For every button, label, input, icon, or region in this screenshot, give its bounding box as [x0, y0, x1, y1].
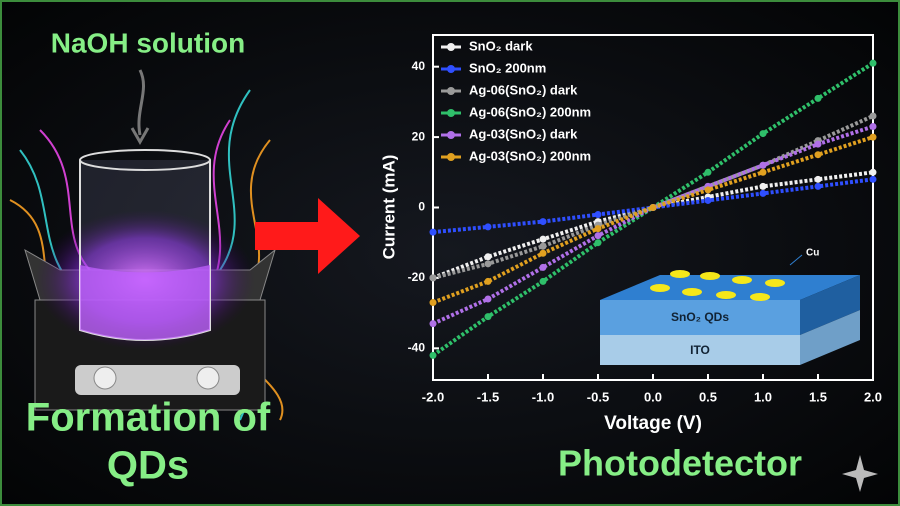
legend-marker — [447, 65, 455, 73]
x-tick-label: -1.5 — [477, 389, 499, 404]
x-tick-label: 0.5 — [699, 389, 717, 404]
bottom-label: Formation of — [26, 396, 271, 440]
marker — [484, 313, 492, 321]
marker — [539, 277, 547, 285]
marker — [484, 253, 492, 261]
legend-label: Ag-03(SnO₂) dark — [469, 126, 578, 141]
marker — [814, 140, 822, 148]
marker — [429, 351, 437, 359]
legend-marker — [447, 153, 455, 161]
x-tick-label: 1.0 — [754, 389, 772, 404]
marker — [759, 189, 767, 197]
marker — [704, 196, 712, 204]
inset-label: SnO₂ QDs — [671, 310, 729, 324]
x-tick-label: -2.0 — [422, 389, 444, 404]
beaker-illustration — [9, 69, 360, 421]
legend-label: Ag-03(SnO₂) 200nm — [469, 148, 591, 163]
x-tick-label: -0.5 — [587, 389, 609, 404]
inset-label: Cu — [806, 248, 819, 259]
marker — [814, 182, 822, 190]
y-tick-label: -40 — [408, 340, 426, 354]
legend-label: Ag-06(SnO₂) 200nm — [469, 104, 591, 119]
marker — [484, 223, 492, 231]
legend-marker — [447, 109, 455, 117]
marker — [484, 295, 492, 303]
inset-label: ITO — [690, 343, 710, 357]
marker — [759, 168, 767, 176]
x-tick-label: 0.0 — [644, 389, 662, 404]
x-tick-label: 1.5 — [809, 389, 827, 404]
x-tick-label: -1.0 — [532, 389, 554, 404]
y-tick-label: 0 — [418, 200, 425, 214]
marker — [704, 168, 712, 176]
series-line — [432, 124, 874, 326]
marker — [869, 59, 877, 67]
marker — [814, 151, 822, 159]
marker — [539, 249, 547, 257]
marker — [869, 168, 877, 176]
legend-label: SnO₂ dark — [469, 38, 533, 53]
marker — [539, 218, 547, 226]
marker — [594, 211, 602, 219]
top-label: NaOH solution — [51, 27, 245, 58]
marker — [594, 225, 602, 233]
legend-label: Ag-06(SnO₂) dark — [469, 82, 578, 97]
caption: Photodetector — [558, 443, 802, 484]
x-axis-label: Voltage (V) — [604, 413, 702, 434]
marker — [429, 299, 437, 307]
marker — [429, 274, 437, 282]
marker — [704, 186, 712, 194]
marker — [759, 161, 767, 169]
marker — [594, 232, 602, 240]
x-tick-label: 2.0 — [864, 389, 882, 404]
y-axis-label: Current (mA) — [379, 155, 398, 260]
bottom-label: QDs — [107, 444, 189, 488]
marker — [869, 175, 877, 183]
marker — [539, 235, 547, 243]
legend-label: SnO₂ 200nm — [469, 60, 546, 75]
legend-marker — [447, 87, 455, 95]
y-tick-label: 20 — [412, 129, 426, 143]
marker — [484, 277, 492, 285]
marker — [539, 263, 547, 271]
marker — [649, 204, 657, 211]
y-tick-label: 40 — [412, 59, 426, 73]
marker — [869, 133, 877, 141]
device-inset — [600, 254, 860, 365]
marker — [814, 94, 822, 102]
legend-marker — [447, 131, 455, 139]
marker — [429, 228, 437, 236]
marker — [539, 242, 547, 250]
marker — [759, 130, 767, 138]
y-tick-label: -20 — [408, 270, 426, 284]
sparkle-icon — [842, 455, 878, 492]
marker — [759, 182, 767, 190]
plot: -40 -20 0 20 40 -2.0 -1.5 -1.0 -0.5 0.0 0.5 1.0 1.5 2… — [408, 38, 882, 404]
marker — [429, 320, 437, 328]
marker — [594, 239, 602, 247]
marker — [869, 112, 877, 120]
marker — [814, 175, 822, 183]
legend-marker — [447, 43, 455, 51]
arrow — [255, 198, 360, 274]
marker — [869, 123, 877, 131]
marker — [484, 260, 492, 268]
